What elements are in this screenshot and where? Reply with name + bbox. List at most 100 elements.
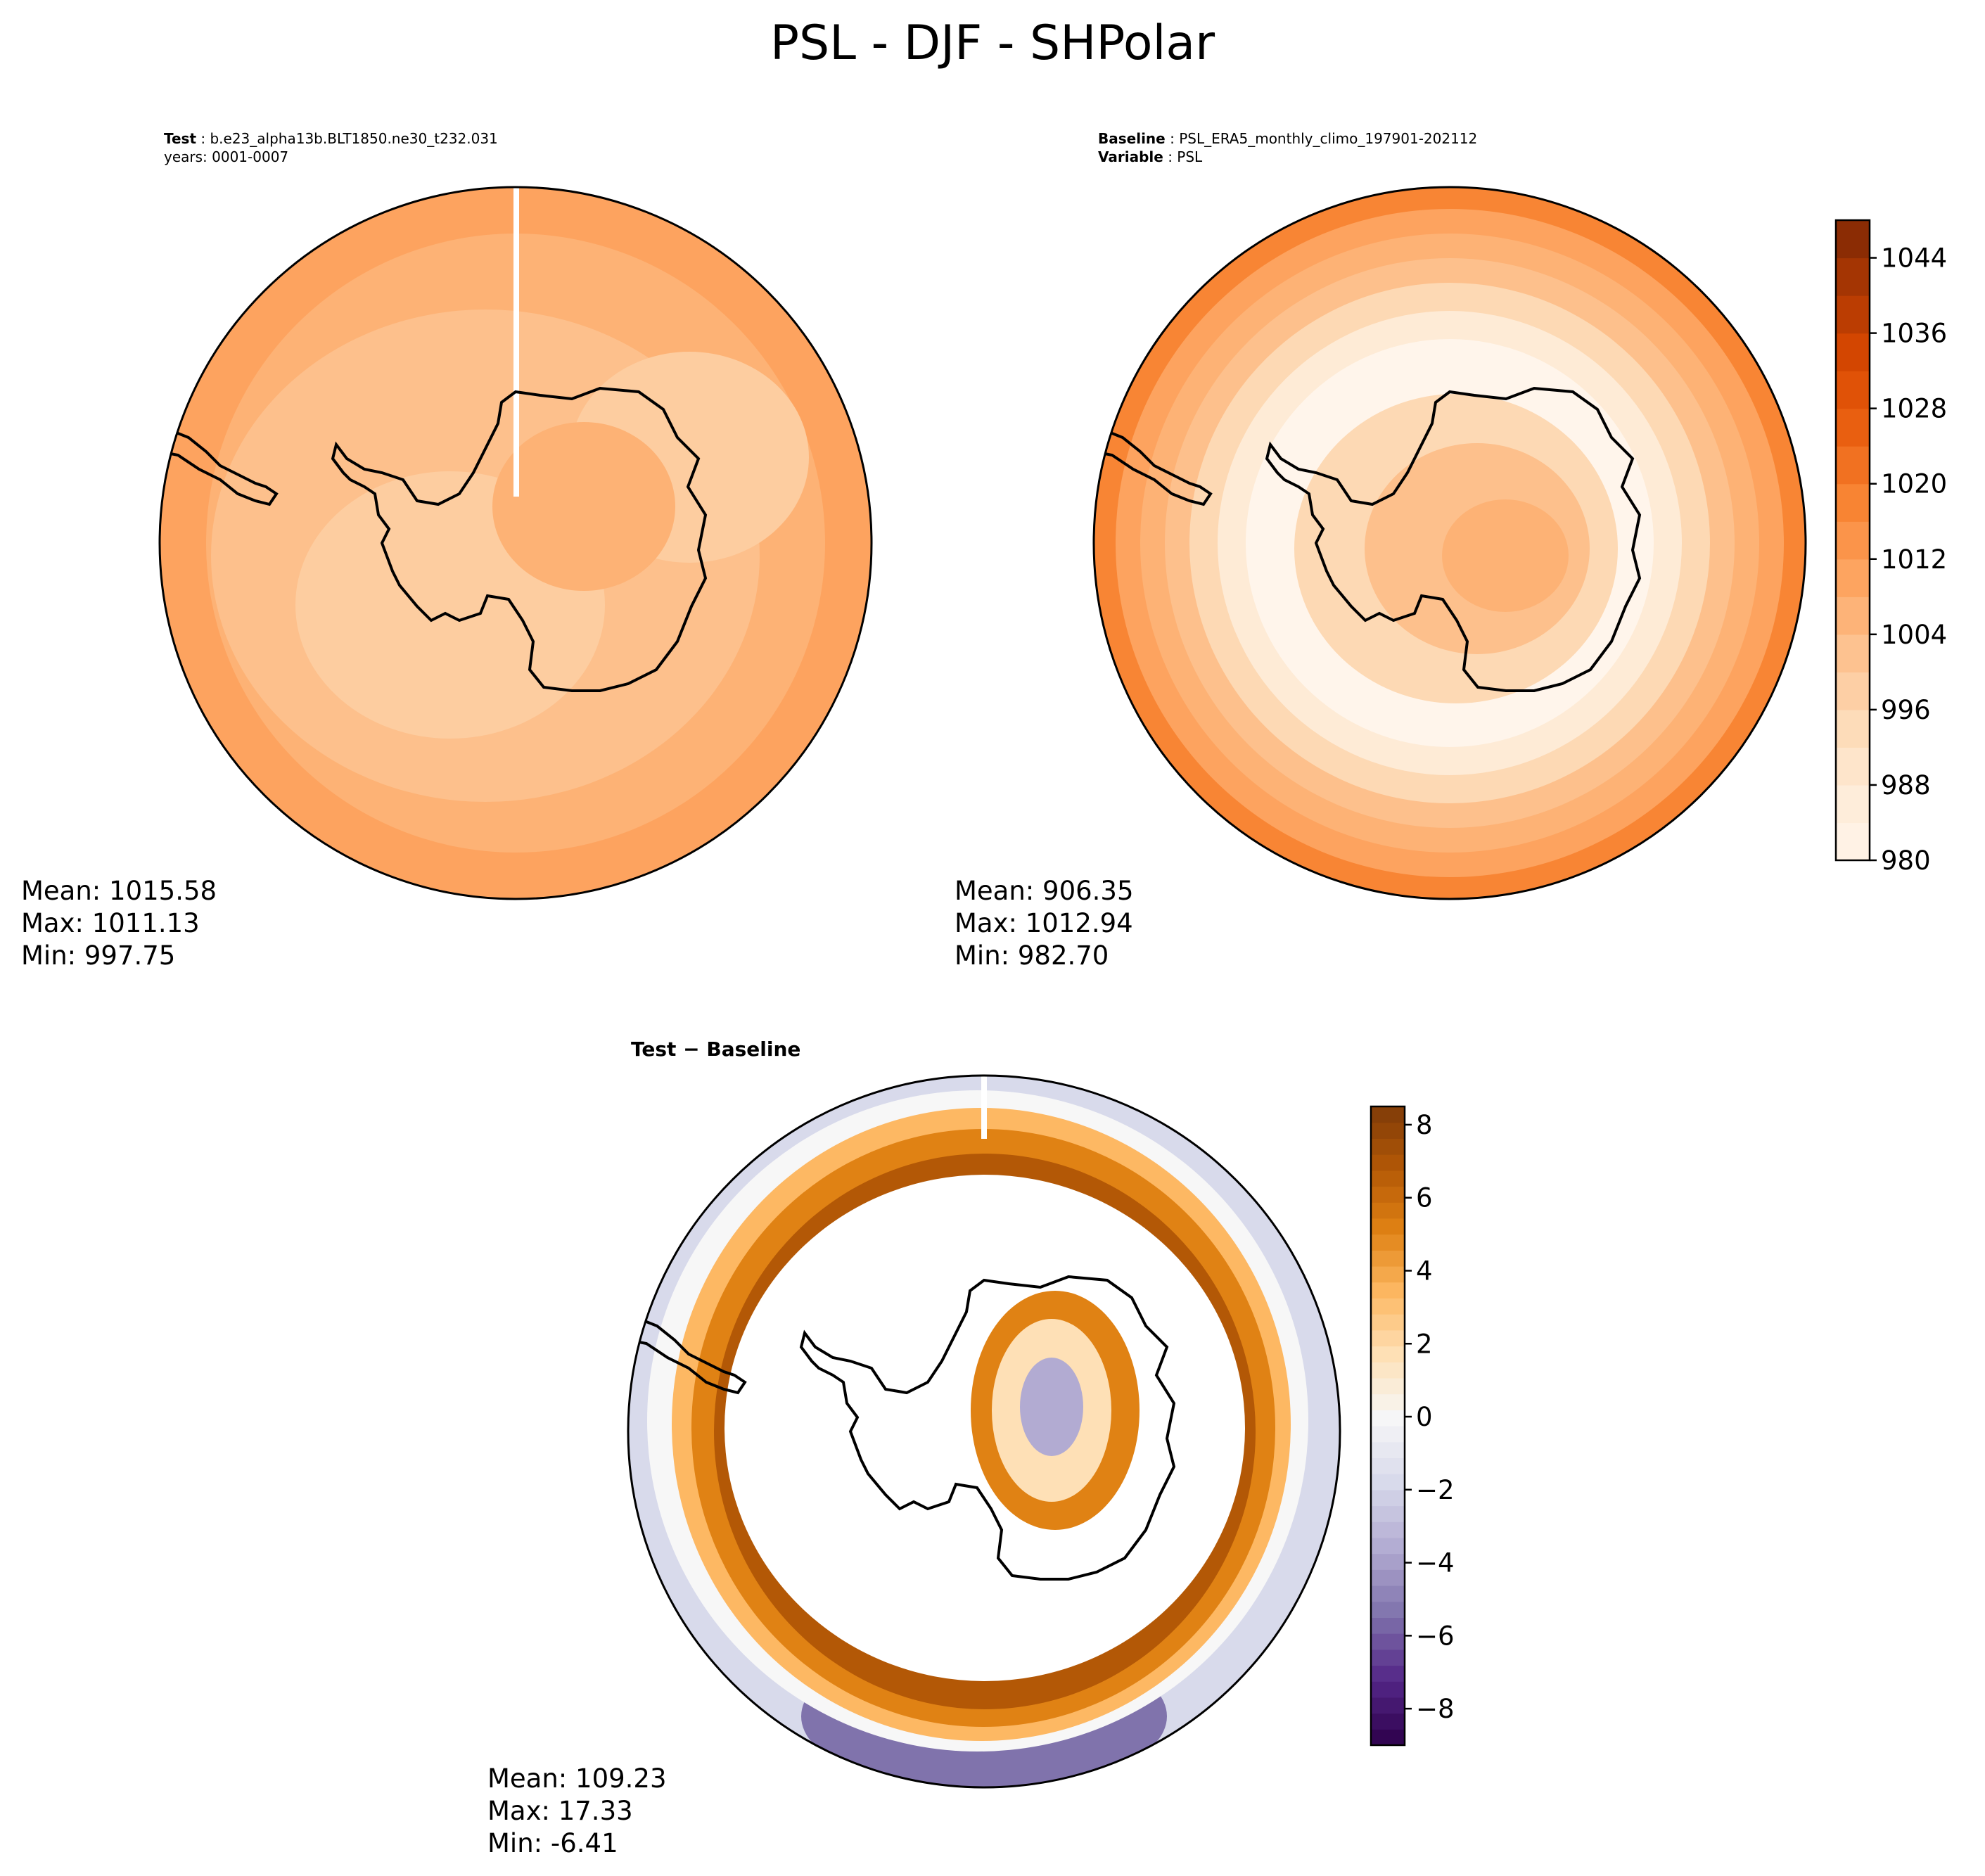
colorbar-band [1836, 822, 1870, 861]
colorbar-band [1371, 1505, 1405, 1522]
colorbar-psl-tick-label: 1044 [1881, 243, 1947, 274]
colorbar-band [1371, 1569, 1405, 1586]
colorbar-band [1836, 634, 1870, 672]
colorbar-band [1371, 1553, 1405, 1570]
baseline-max: Max: 1012.94 [955, 908, 1133, 938]
colorbar-band [1371, 1266, 1405, 1283]
colorbar-diff-tick-label: −2 [1416, 1475, 1455, 1505]
colorbar-band [1371, 1537, 1405, 1555]
colorbar-band [1371, 1393, 1405, 1410]
diff-map [627, 1074, 1341, 1789]
colorbar-band [1371, 1138, 1405, 1155]
figure-title: PSL - DJF - SHPolar [770, 15, 1215, 71]
colorbar-psl-tick-label: 1036 [1881, 319, 1947, 349]
colorbar-band [1836, 596, 1870, 635]
colorbar-band [1371, 1234, 1405, 1251]
test-min: Min: 997.75 [21, 940, 176, 971]
colorbar-psl-tick-label: 980 [1881, 846, 1931, 876]
baseline-label: Baseline [1098, 130, 1166, 147]
baseline-header: Baseline : PSL_ERA5_monthly_climo_197901… [1098, 130, 1478, 165]
colorbar-frame [1370, 1105, 1406, 1747]
colorbar-psl-tick-label: 1028 [1881, 394, 1947, 424]
colorbar-band [1371, 1601, 1405, 1618]
colorbar-band [1836, 446, 1870, 485]
test-label: Test [164, 130, 197, 147]
test-years: years: 0001-0007 [164, 148, 289, 165]
colorbar-band [1371, 1633, 1405, 1650]
diff-max: Max: 17.33 [487, 1796, 633, 1826]
baseline-stats: Mean: 906.35 Max: 1012.94 Min: 982.70 [955, 875, 1134, 972]
colorbar-band [1371, 1474, 1405, 1491]
baseline-min: Min: 982.70 [955, 940, 1109, 971]
diff-interior-neg [1020, 1358, 1083, 1456]
colorbar-diff-tick-label: 2 [1416, 1329, 1433, 1359]
test-field-interior [492, 422, 675, 591]
colorbar-band [1371, 1457, 1405, 1474]
colorbar-band [1836, 672, 1870, 710]
test-map-border [158, 186, 873, 900]
colorbar-band [1836, 408, 1870, 447]
test-seam-line [513, 187, 519, 497]
diff-seam-line [981, 1076, 987, 1139]
colorbar-band [1371, 1697, 1405, 1714]
test-header: Test : b.e23_alpha13b.BLT1850.ne30_t232.… [164, 130, 498, 165]
colorbar-band [1371, 1170, 1405, 1187]
colorbar-diff-tick-label: 8 [1416, 1110, 1433, 1140]
colorbar-band [1371, 1729, 1405, 1746]
diff-mean: Mean: 109.23 [487, 1763, 667, 1794]
colorbar-band [1371, 1250, 1405, 1267]
colorbar-band [1371, 1441, 1405, 1458]
colorbar-band [1836, 784, 1870, 824]
test-mean: Mean: 1015.58 [21, 876, 217, 906]
colorbar-band [1371, 1410, 1405, 1427]
diff-title: Test − Baseline [631, 1038, 801, 1061]
colorbar-diff-tick-label: 4 [1416, 1256, 1433, 1286]
diff-min: Min: -6.41 [487, 1828, 618, 1858]
colorbar-diff: −8 −6 −4 −2 0 2 4 6 8 [1370, 1105, 1455, 1747]
colorbar-band [1371, 1585, 1405, 1602]
colorbar-band [1836, 371, 1870, 409]
colorbar-band [1371, 1713, 1405, 1730]
colorbar-band [1371, 1681, 1405, 1698]
baseline-mean: Mean: 906.35 [955, 876, 1134, 906]
colorbar-frame [1834, 219, 1871, 862]
colorbar-band [1836, 220, 1870, 259]
colorbar-band [1371, 1665, 1405, 1682]
colorbar-band [1836, 483, 1870, 522]
test-max: Max: 1011.13 [21, 908, 200, 938]
test-stats: Mean: 1015.58 Max: 1011.13 Min: 997.75 [21, 875, 217, 972]
colorbar-band [1371, 1649, 1405, 1666]
colorbar-diff-tick-label: −6 [1416, 1621, 1455, 1651]
colorbar-diff-tick-label: 6 [1416, 1183, 1433, 1213]
colorbar-psl-tick-label: 988 [1881, 770, 1931, 800]
colorbar-band [1371, 1329, 1405, 1347]
colorbar-psl-tick-label: 996 [1881, 695, 1931, 725]
base-interior-3 [1442, 499, 1569, 612]
colorbar-psl-tick-label: 1020 [1881, 469, 1947, 499]
colorbar-band [1371, 1122, 1405, 1139]
colorbar-band [1371, 1282, 1405, 1298]
colorbar-psl-tick-label: 1004 [1881, 620, 1947, 650]
colorbar-diff-tick-label: −4 [1416, 1548, 1455, 1578]
colorbar-band [1371, 1521, 1405, 1538]
colorbar-psl-tick-label: 1012 [1881, 544, 1947, 575]
colorbar-band [1836, 521, 1870, 560]
colorbar-band [1371, 1218, 1405, 1235]
colorbar-band [1836, 257, 1870, 296]
colorbar-band [1371, 1489, 1405, 1507]
colorbar-band [1371, 1314, 1405, 1331]
colorbar-diff-tick-label: 0 [1416, 1402, 1433, 1432]
diff-stats: Mean: 109.23 Max: 17.33 Min: -6.41 [487, 1763, 667, 1860]
test-case: b.e23_alpha13b.BLT1850.ne30_t232.031 [210, 130, 498, 147]
colorbar-band [1371, 1346, 1405, 1363]
colorbar-band [1371, 1202, 1405, 1219]
colorbar-band [1371, 1186, 1405, 1203]
baseline-map [1092, 186, 1807, 900]
colorbar-band [1836, 295, 1870, 334]
diff-map-border [627, 1074, 1341, 1789]
colorbar-band [1371, 1154, 1405, 1171]
colorbar-band [1836, 709, 1870, 748]
colorbar-band [1836, 747, 1870, 786]
variable-value: PSL [1177, 148, 1203, 165]
